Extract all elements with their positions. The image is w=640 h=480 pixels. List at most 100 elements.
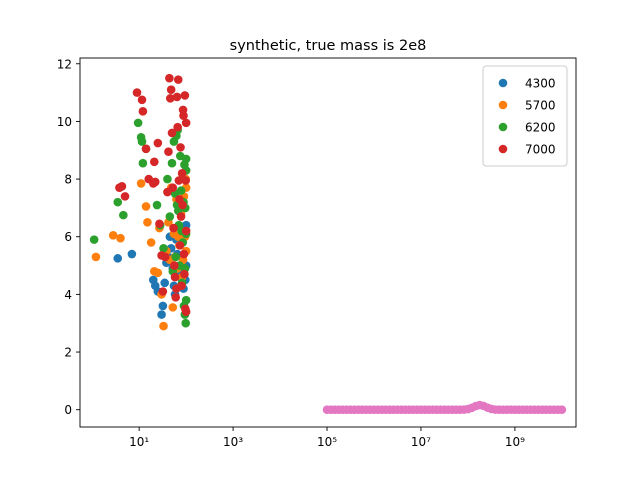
- scatter-point-7000: [171, 292, 181, 302]
- scatter-point-5700: [136, 179, 146, 188]
- scatter-point-6200: [165, 212, 175, 221]
- scatter-point-7000: [177, 169, 187, 178]
- scatter-point-6200: [89, 235, 99, 244]
- scatter-point-4300: [127, 249, 137, 259]
- legend-marker-6200: [498, 122, 508, 132]
- scatter-point-5700: [153, 268, 163, 278]
- scatter-point-7000: [169, 223, 178, 233]
- legend: 4300 5700 6200 7000: [482, 65, 568, 167]
- scatter-point-7000: [174, 176, 184, 185]
- scatter-point-7000: [165, 73, 174, 83]
- chart-title: synthetic, true mass is 2e8: [230, 38, 427, 54]
- y-tick-label: 12: [57, 57, 72, 71]
- scatter-point-7000: [132, 88, 142, 97]
- scatter-point-5700: [141, 202, 151, 211]
- scatter-point-7000: [181, 226, 191, 236]
- scatter-point-6200: [181, 318, 191, 328]
- scatter-point-7000: [165, 94, 175, 103]
- legend-marker-5700: [498, 100, 508, 110]
- scatter-point-7000: [176, 143, 185, 152]
- legend-label-6200: 6200: [525, 121, 556, 135]
- scatter-point-6200: [133, 118, 143, 128]
- scatter-point-5700: [143, 218, 152, 227]
- scatter-point-7000: [120, 192, 130, 201]
- scatter-point-7000: [172, 92, 182, 102]
- scatter-point-7000: [150, 177, 160, 187]
- series-7000: [115, 73, 191, 316]
- scatter-point-7000: [173, 75, 183, 84]
- y-tick-label: 2: [64, 346, 72, 360]
- scatter-point-5700: [146, 238, 156, 247]
- scatter-point-7000: [178, 200, 187, 210]
- axes-frame: [79, 57, 577, 428]
- scatter-point-7000: [141, 144, 151, 154]
- scatter-point-6200: [181, 154, 191, 164]
- legend-label-5700: 5700: [525, 99, 556, 113]
- legend-marker-7000: [498, 144, 508, 154]
- scatter-point-7000: [170, 272, 180, 282]
- scatter-point-7000: [138, 107, 148, 116]
- scatter-point-7000: [179, 249, 189, 259]
- curve-series: [322, 400, 567, 415]
- scatter-point-7000: [180, 269, 189, 279]
- scatter-point-7000: [176, 212, 186, 221]
- scatter-point-6200: [181, 295, 191, 305]
- scatter-point-7000: [173, 122, 182, 132]
- x-tick-label: 10¹: [129, 435, 149, 449]
- y-tick-label: 0: [64, 403, 72, 417]
- scatter-point-4300: [160, 278, 170, 288]
- plot-area: [89, 73, 567, 415]
- scatter-point-7000: [170, 261, 179, 270]
- legend-label-4300: 4300: [525, 77, 556, 91]
- markers-group: [89, 73, 567, 415]
- scatter-point-7000: [155, 219, 164, 229]
- x-tick-label: 10⁵: [317, 435, 337, 449]
- scatter-point-6200: [163, 174, 172, 184]
- y-tick-label: 8: [64, 173, 72, 187]
- scatter-point-7000: [137, 95, 147, 105]
- legend-box: [482, 65, 568, 167]
- y-tick-label: 4: [64, 288, 72, 302]
- scatter-point-7000: [177, 281, 186, 291]
- curve-point: [557, 405, 567, 415]
- scatter-point-5700: [116, 233, 125, 243]
- scatter-point-6200: [113, 197, 123, 207]
- scatter-point-6200: [119, 210, 128, 220]
- scatter-point-7000: [181, 307, 191, 316]
- axes: 0 2 4 6 8 10 12 10¹ 10³ 10⁵ 10⁷ 10⁹: [57, 57, 577, 449]
- scatter-point-5700: [91, 252, 101, 262]
- scatter-point-4300: [113, 254, 123, 263]
- legend-marker-4300: [498, 78, 508, 88]
- y-tick-label: 6: [64, 230, 72, 244]
- scatter-point-6200: [171, 252, 181, 262]
- y-tick-label: 10: [57, 115, 72, 129]
- scatter-point-6200: [159, 243, 168, 253]
- scatter-point-7000: [117, 181, 127, 191]
- scatter-point-7000: [181, 118, 191, 128]
- scatter-point-6200: [167, 158, 177, 168]
- scatter-point-7000: [158, 287, 168, 296]
- scatter-point-7000: [180, 91, 190, 100]
- scatter-point-7000: [153, 138, 163, 148]
- scatter-point-7000: [179, 111, 188, 120]
- scatter-point-4300: [158, 301, 168, 311]
- scatter-point-6200: [137, 137, 147, 146]
- scatter-point-6200: [138, 158, 148, 168]
- scatter-point-7000: [167, 128, 177, 138]
- scatter-point-4300: [157, 310, 166, 319]
- scatter-point-7000: [164, 147, 173, 156]
- scatter-point-7000: [181, 176, 191, 185]
- x-tick-label: 10⁹: [505, 435, 525, 449]
- scatter-point-5700: [168, 303, 178, 312]
- scatter-point-7000: [168, 183, 178, 193]
- scatter-point-7000: [160, 252, 170, 262]
- x-tick-label: 10³: [223, 435, 243, 449]
- x-tick-label: 10⁷: [411, 435, 431, 449]
- scatter-point-7000: [149, 157, 159, 167]
- scatter-point-7000: [175, 241, 185, 250]
- scatter-point-6200: [176, 186, 186, 195]
- legend-label-7000: 7000: [525, 143, 556, 157]
- scatter-point-7000: [166, 85, 176, 95]
- scatter-point-6200: [152, 200, 162, 210]
